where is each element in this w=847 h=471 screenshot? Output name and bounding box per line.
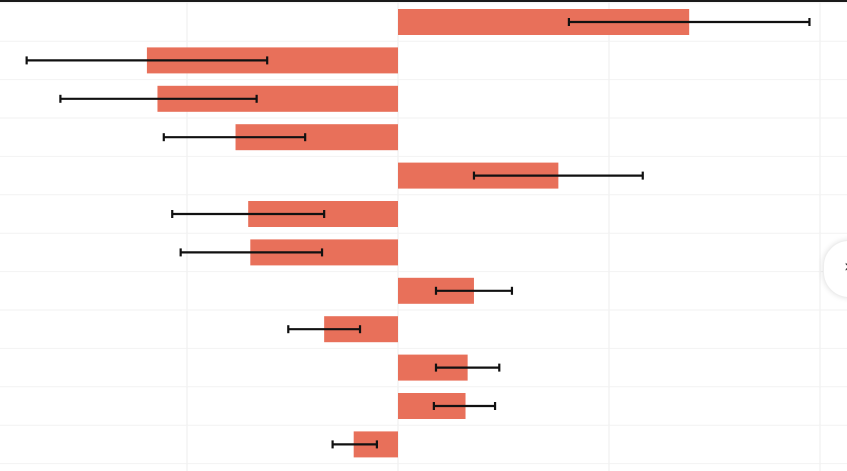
top-border: [0, 0, 847, 2]
chevron-right-icon: ›: [844, 256, 847, 277]
